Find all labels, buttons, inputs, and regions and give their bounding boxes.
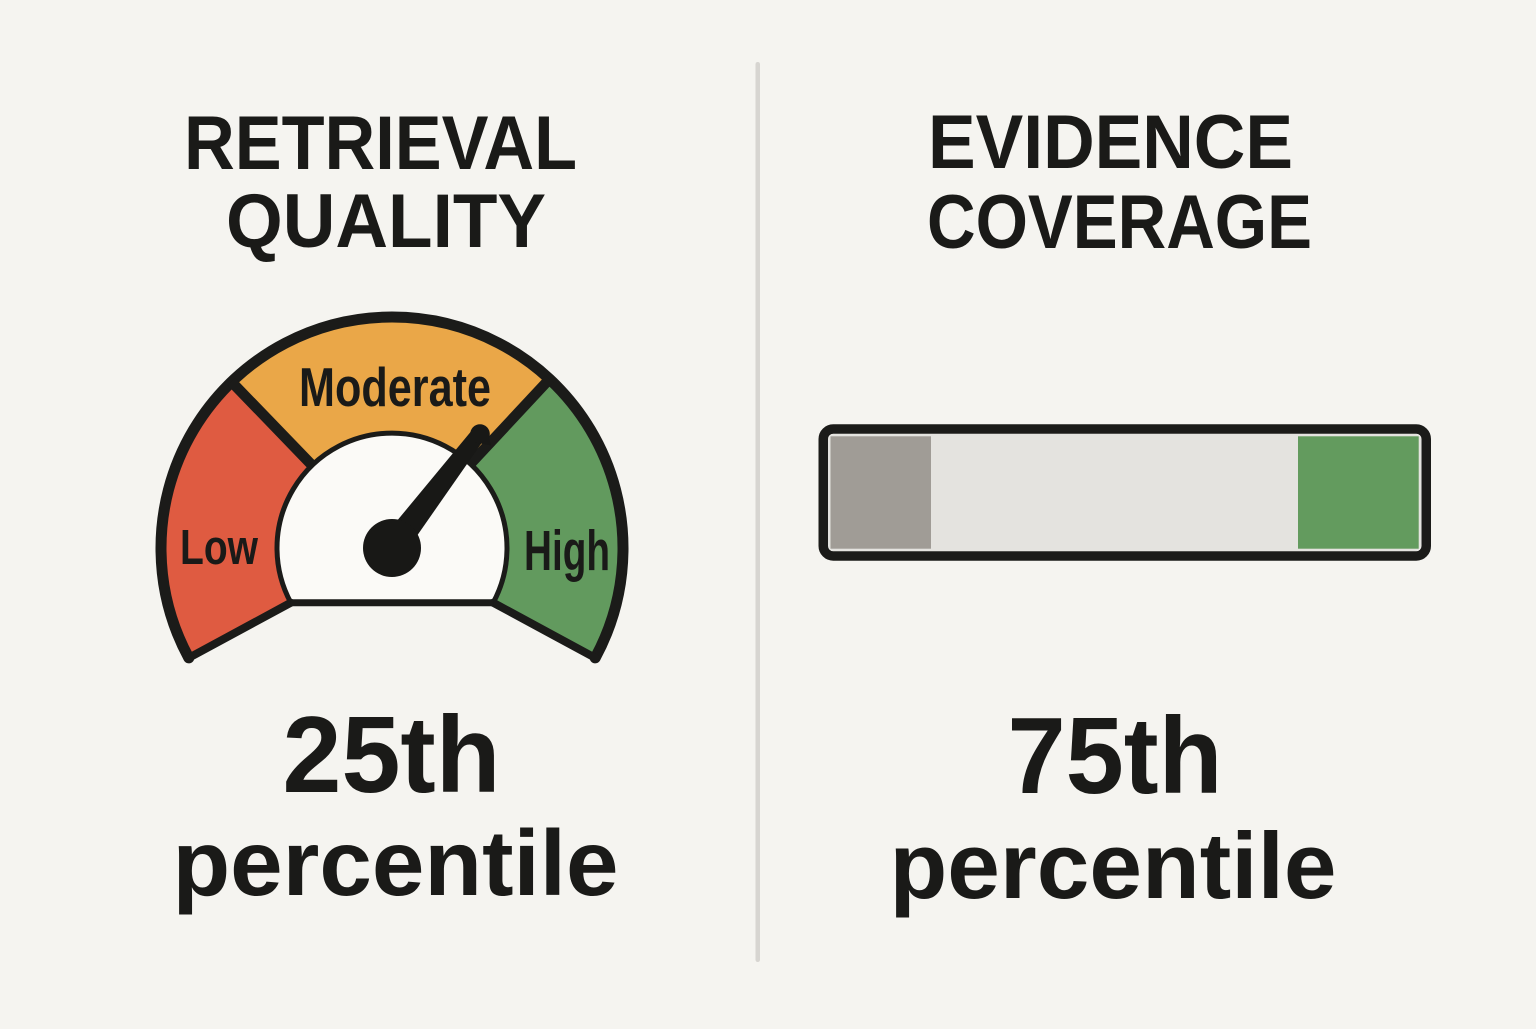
svg-text:RETRIEVAL: RETRIEVAL [184,101,577,186]
svg-text:25th: 25th [283,694,501,816]
svg-text:Moderate: Moderate [299,356,491,418]
svg-text:75th: 75th [1008,695,1223,817]
svg-text:percentile: percentile [173,811,619,915]
svg-text:EVIDENCE: EVIDENCE [928,100,1293,185]
svg-text:percentile: percentile [890,813,1337,918]
svg-text:Low: Low [180,521,259,575]
svg-text:High: High [524,519,610,583]
svg-text:QUALITY: QUALITY [226,179,546,264]
svg-text:COVERAGE: COVERAGE [927,180,1312,265]
